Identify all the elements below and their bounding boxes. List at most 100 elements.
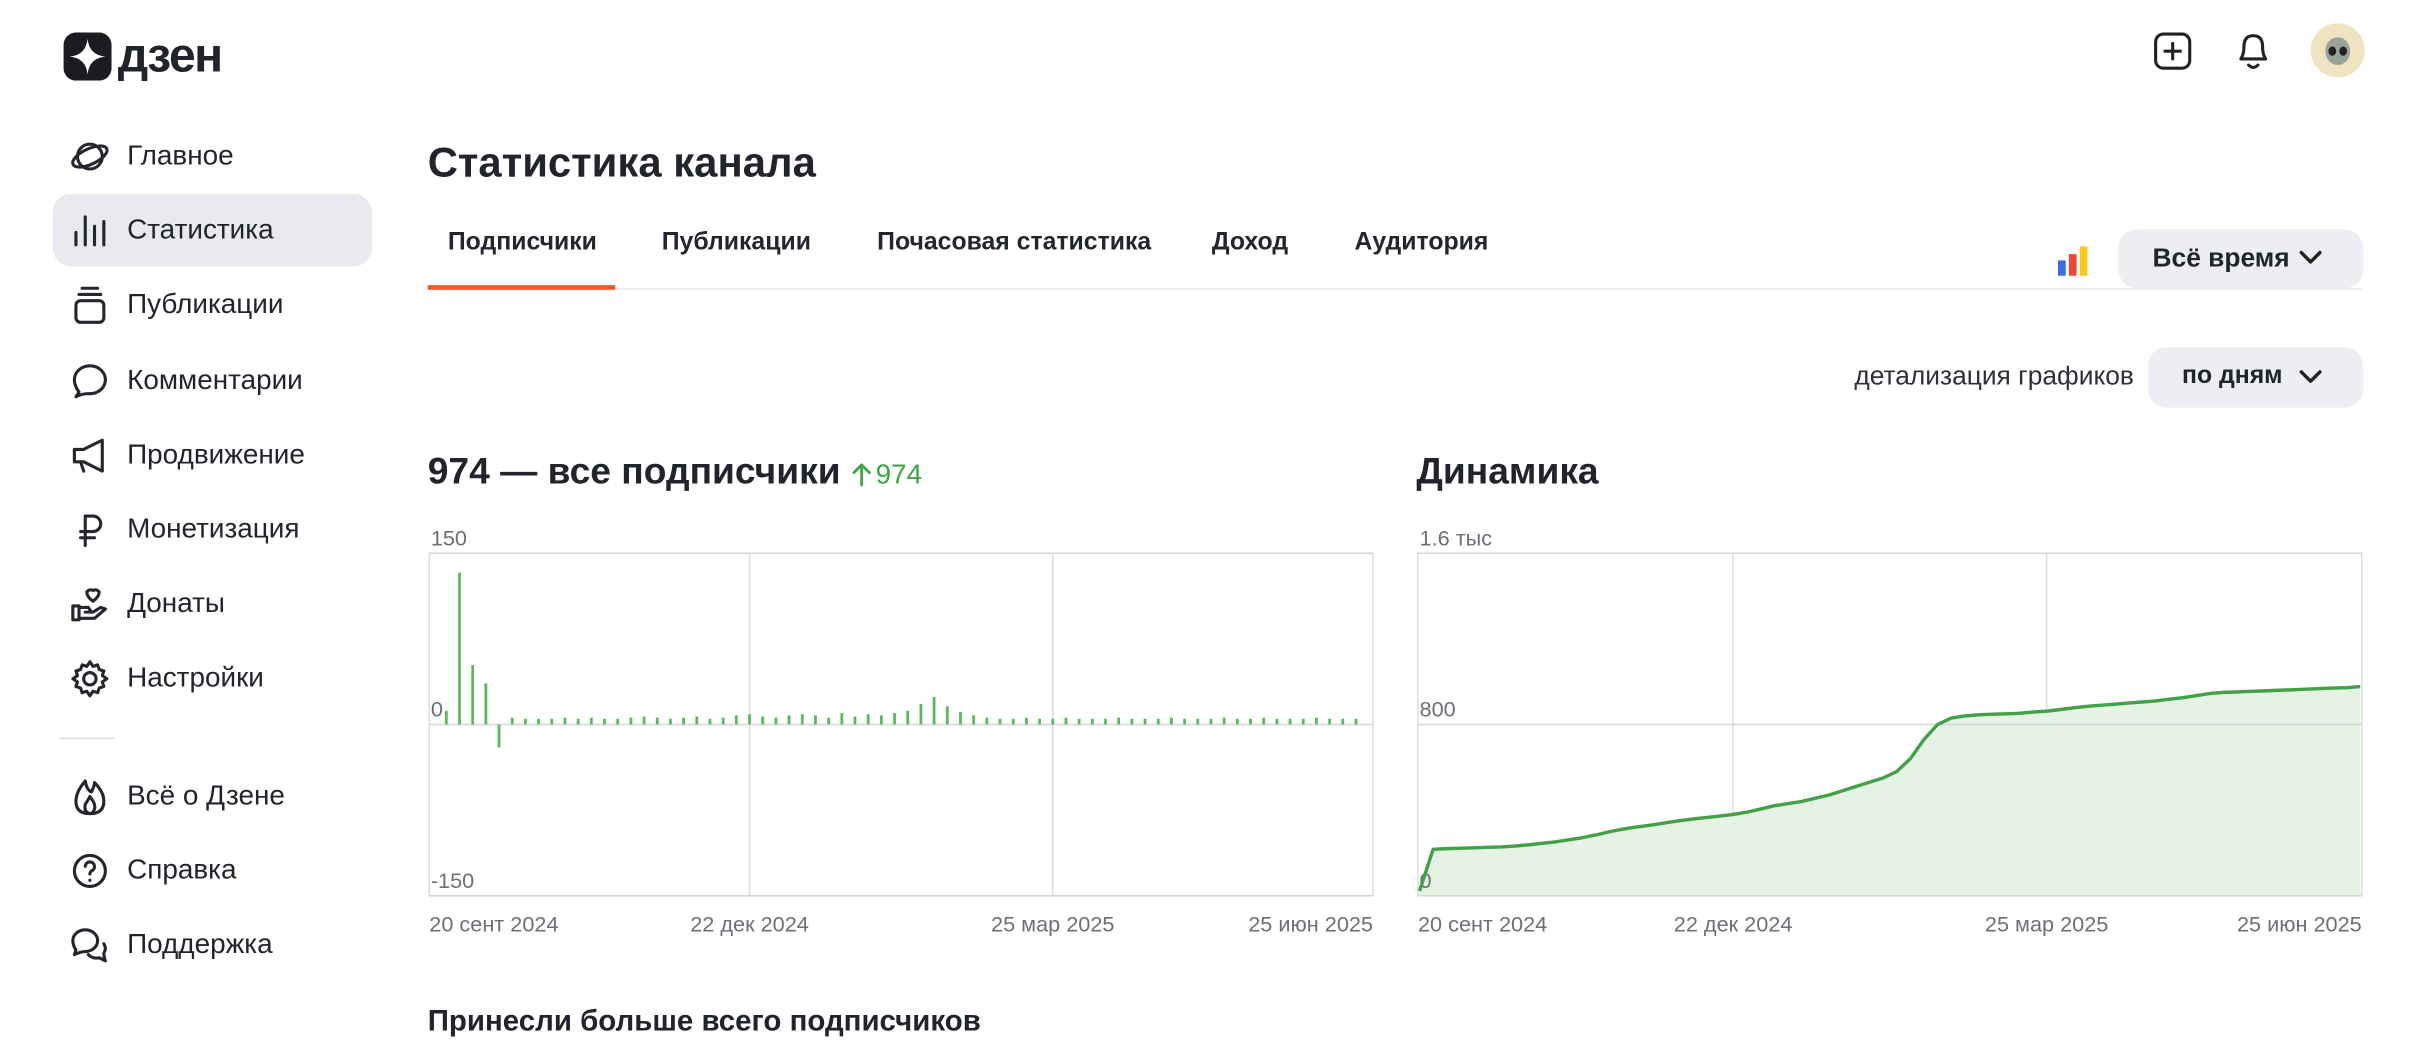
y-tick-label: 1.6 тыс <box>1420 525 1493 550</box>
bar <box>1156 718 1160 725</box>
tab[interactable]: Почасовая статистика <box>877 229 1152 256</box>
nav-icon <box>79 514 103 548</box>
bar <box>497 724 501 748</box>
bar <box>550 718 554 725</box>
logo-icon[interactable] <box>63 32 112 81</box>
nav-icon <box>74 779 106 816</box>
nav-icon <box>71 142 109 171</box>
tab[interactable]: Доход <box>1211 229 1289 256</box>
section-title: Принесли больше всего подписчиков <box>427 1005 981 1039</box>
active-nav-bg <box>52 193 372 267</box>
bar <box>1064 717 1068 725</box>
detail-value: по дням <box>2181 362 2283 389</box>
x-tick-label: 25 мар 2025 <box>991 911 1114 936</box>
period-value: Всё время <box>2152 243 2290 273</box>
y-tick-label: 150 <box>431 525 467 550</box>
bar <box>669 718 672 725</box>
bar <box>721 717 725 725</box>
nav-icon <box>74 215 106 247</box>
bar <box>827 717 831 725</box>
bar <box>510 717 514 725</box>
bar <box>734 715 738 725</box>
nav-item[interactable]: Продвижение <box>127 438 305 470</box>
logo-text[interactable]: дзен <box>117 27 223 83</box>
bar <box>1262 717 1266 725</box>
nav-icon <box>72 364 107 399</box>
bar <box>840 713 844 725</box>
bar <box>998 718 1002 725</box>
bar <box>893 713 896 725</box>
chart-title: Динамика <box>1416 450 1599 493</box>
bar <box>1288 718 1292 725</box>
y-tick-label: 800 <box>1420 697 1456 722</box>
bar <box>932 697 936 725</box>
bar <box>1090 718 1094 725</box>
bar <box>945 706 949 725</box>
tabs-divider <box>427 288 2362 290</box>
active-tab-indicator <box>427 285 616 290</box>
x-tick-label: 25 июн 2025 <box>2237 911 2362 936</box>
bar <box>708 718 712 725</box>
period-select[interactable]: Всё время <box>2118 229 2364 289</box>
nav-item[interactable]: Донаты <box>127 587 225 619</box>
x-tick-label: 20 сент 2024 <box>429 911 558 936</box>
avatar[interactable] <box>2310 23 2365 78</box>
nav-icon <box>71 588 107 622</box>
bar <box>1249 718 1252 725</box>
bar <box>1315 717 1318 725</box>
nav-item[interactable]: Справка <box>127 853 237 885</box>
nav-icon <box>72 438 104 473</box>
bar <box>682 717 686 725</box>
bar <box>458 572 461 725</box>
nav-item[interactable]: Всё о Дзене <box>127 779 285 811</box>
bar <box>1025 717 1028 725</box>
nav-item[interactable]: Комментарии <box>127 364 303 396</box>
nav-item[interactable]: Настройки <box>127 661 264 693</box>
bar <box>879 715 883 725</box>
detail-label: детализация графиков <box>1854 361 2134 391</box>
bar <box>906 710 910 725</box>
bar <box>1143 718 1147 725</box>
bar <box>1328 718 1332 725</box>
bar <box>853 716 857 725</box>
chart-title: 974 — все подписчики <box>427 450 841 493</box>
tab[interactable]: Аудитория <box>1354 229 1489 256</box>
bar <box>1183 718 1186 725</box>
bar <box>1051 718 1055 725</box>
nav-item[interactable]: Главное <box>127 139 234 171</box>
nav-item[interactable]: Статистика <box>127 213 274 245</box>
bar <box>444 710 448 725</box>
bar <box>1301 718 1305 725</box>
tab[interactable]: Публикации <box>661 229 811 256</box>
x-tick-label: 25 мар 2025 <box>1985 911 2108 936</box>
bar <box>655 717 659 725</box>
bar <box>866 714 870 725</box>
bar <box>589 717 593 725</box>
bar <box>1275 718 1279 725</box>
metrica-icon[interactable] <box>2058 246 2089 276</box>
nav-item[interactable]: Монетизация <box>127 512 300 544</box>
detail-select[interactable]: по дням <box>2147 347 2364 408</box>
area-fill <box>1419 686 2361 896</box>
bar <box>1341 718 1345 725</box>
bar <box>1235 718 1239 725</box>
bar <box>576 718 580 725</box>
bar <box>642 716 646 725</box>
up-arrow <box>852 463 871 487</box>
chevron <box>2299 370 2322 383</box>
bar <box>748 714 751 725</box>
nav-icon <box>71 928 107 963</box>
nav-item[interactable]: Публикации <box>127 288 284 320</box>
bar <box>1130 718 1134 725</box>
create-button[interactable] <box>2153 31 2193 71</box>
nav-item[interactable]: Поддержка <box>127 928 273 960</box>
notifications-button[interactable] <box>2233 29 2273 72</box>
bar <box>761 716 765 725</box>
x-tick-label: 22 дек 2024 <box>690 911 809 936</box>
bar <box>1011 718 1015 725</box>
tab[interactable]: Подписчики <box>447 229 597 256</box>
bar <box>1077 718 1081 725</box>
